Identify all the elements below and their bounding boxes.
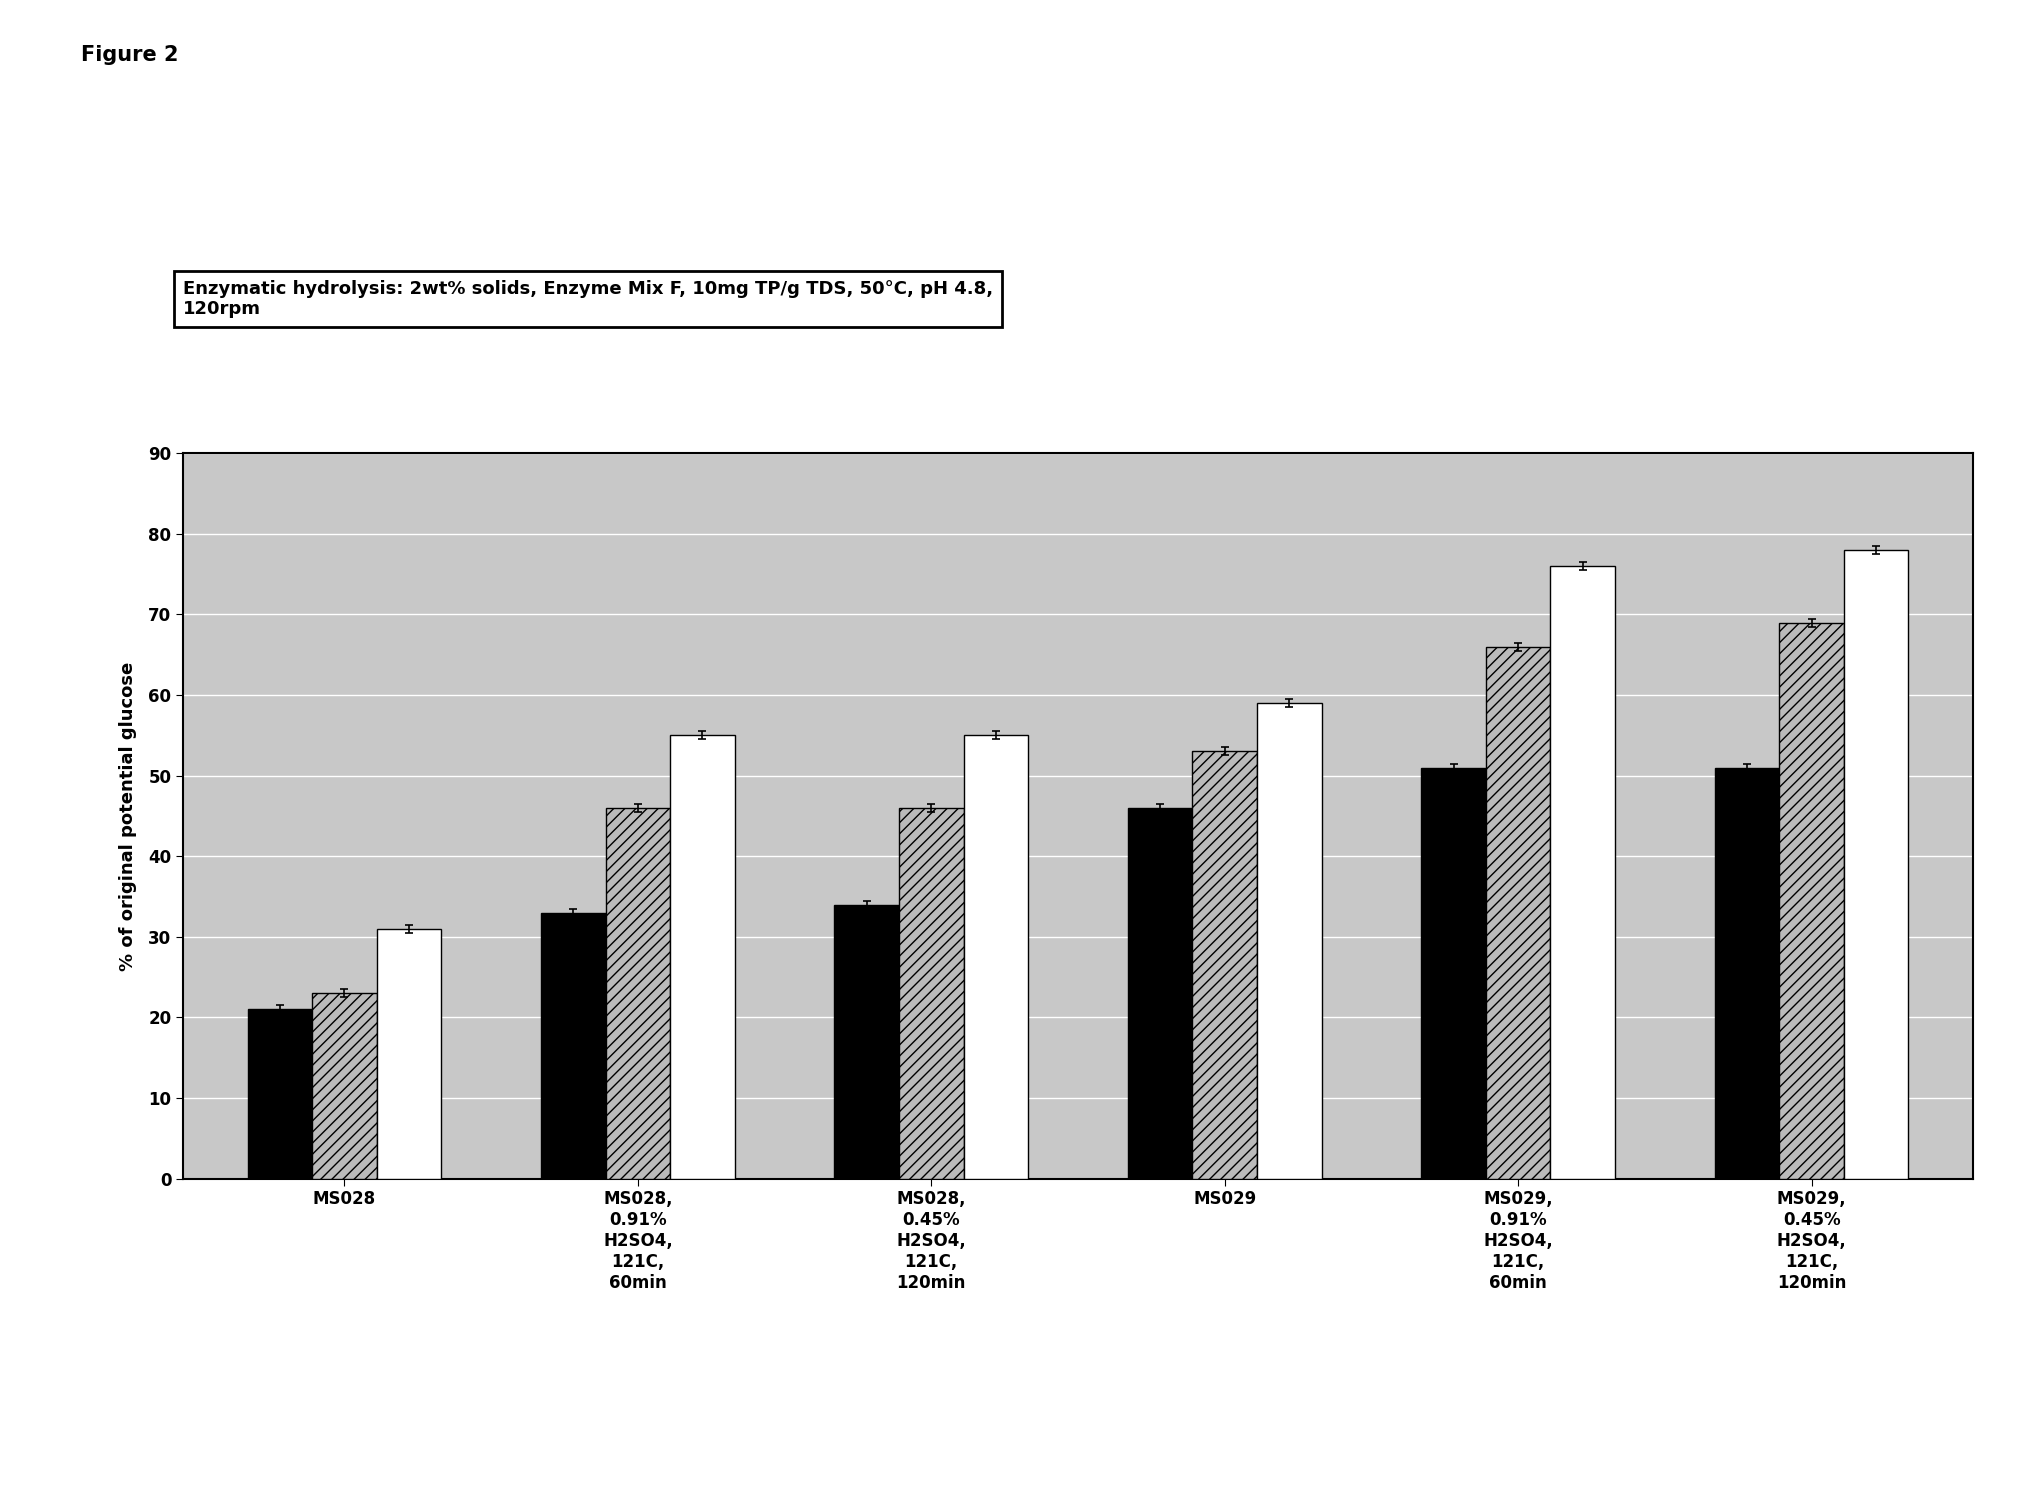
Text: Figure 2: Figure 2 [81,45,179,65]
Bar [1487,647,1550,1179]
Bar [606,808,669,1179]
Bar [834,905,899,1179]
Bar [964,736,1027,1179]
Bar [1129,808,1192,1179]
Bar [1422,768,1487,1179]
Bar [1257,703,1322,1179]
Text: Enzymatic hydrolysis: 2wt% solids, Enzyme Mix F, 10mg TP/g TDS, 50°C, pH 4.8,
12: Enzymatic hydrolysis: 2wt% solids, Enzym… [183,280,993,319]
Bar [669,736,734,1179]
Bar [376,929,441,1179]
Bar [1715,768,1780,1179]
Bar [899,808,964,1179]
Bar [1845,550,1908,1179]
Y-axis label: % of original potential glucose: % of original potential glucose [120,662,136,970]
Bar [541,913,606,1179]
Bar [311,993,376,1179]
Bar [1550,567,1615,1179]
Bar [1192,751,1257,1179]
Bar [1780,623,1845,1179]
Bar [248,1009,311,1179]
